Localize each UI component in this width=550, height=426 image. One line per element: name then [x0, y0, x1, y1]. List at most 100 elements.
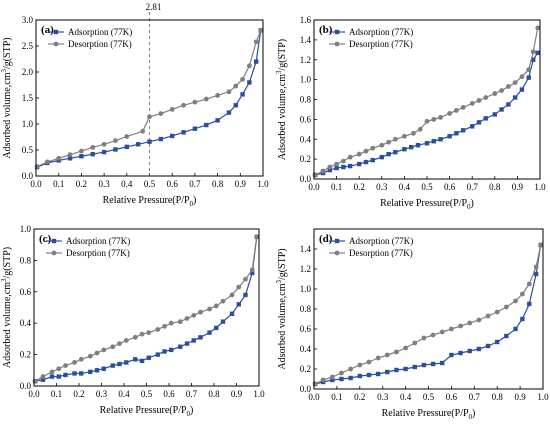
chart-d-point: [339, 370, 344, 376]
chart-c-x-tick-label: 0.6: [163, 389, 175, 399]
chart-b-y-tick-label: 0.4: [300, 134, 312, 144]
chart-a-point: [113, 138, 118, 144]
chart-d-plot-frame: [313, 228, 544, 390]
chart-d-point: [412, 340, 418, 346]
chart-d-x-tick-label: 0.7: [469, 392, 481, 402]
chart-d-legend-item: Adsorption (77K): [329, 236, 413, 246]
chart-d-point: [430, 332, 436, 338]
chart-a-point: [135, 142, 141, 147]
chart-c-point: [236, 284, 242, 290]
chart-d-legend-label: Desorption (77K): [349, 248, 413, 258]
chart-d-point: [476, 346, 482, 352]
chart-d-point: [357, 362, 363, 368]
chart-d-point: [485, 343, 491, 349]
chart-c-x-axis: 0.0 0.1 0.2 0.3 0.4 0.5 0.6 0.7 0.8 0.9 1.0: [28, 383, 265, 399]
chart-c-point: [220, 319, 226, 324]
chart-b-point: [447, 111, 452, 116]
chart-b-y-tick-label: 0.0: [300, 174, 312, 184]
chart-b-point: [492, 91, 498, 96]
chart-a-legend-item: Adsorption (77K): [48, 27, 132, 37]
chart-c-point: [139, 358, 145, 364]
chart-b-point: [379, 142, 385, 148]
chart-d-point: [513, 326, 518, 332]
chart-a-y-tick-label: 0.0: [22, 171, 34, 181]
chart-d-point: [394, 349, 399, 355]
chart-a-point: [140, 128, 146, 134]
chart-c-x-tick-label: 0.2: [73, 389, 84, 399]
chart-a-y-tick-label: 1.0: [22, 119, 34, 129]
chart-b-y-tick-label: 1.2: [300, 55, 311, 65]
chart-b-point: [483, 95, 489, 100]
chart-b-x-tick-label: 0.1: [331, 182, 342, 192]
chart-a-x-tick: 0.7: [189, 173, 201, 189]
chart-c-point: [207, 306, 212, 312]
chart-d-y-axis: 0.0 0.2 0.4 0.6 0.8 1.0 1.2 1.4: [300, 244, 317, 394]
chart-a-x-tick-label: 0.3: [98, 179, 110, 189]
chart-c-point: [139, 331, 145, 337]
chart-d-x-tick-label: 0.8: [492, 392, 504, 402]
chart-a-reference-label: 2.81: [146, 2, 162, 12]
chart-d-point: [485, 313, 491, 319]
chart-d-x-tick-label: 0.0: [308, 392, 320, 402]
chart-b-legend-item: Adsorption (77K): [329, 27, 413, 37]
chart-d-point: [449, 326, 454, 332]
chart-c-point: [155, 352, 160, 357]
chart-c-point: [229, 311, 235, 316]
chart-c-x-tick-label: 0.3: [96, 389, 108, 399]
chart-c-plot-frame: [33, 228, 260, 387]
chart-c-point: [63, 363, 68, 368]
chart-d-point: [526, 281, 532, 287]
chart-d-point: [538, 242, 544, 248]
chart-panel-c: 0.0 0.1 0.2 0.3 0.4 0.5 0.6 0.7 0.8 0.9 1.0 0.0 0.2 0…: [0, 213, 275, 426]
chart-d-x-tick: 0.6: [446, 386, 458, 402]
chart-c-panel-label: (c): [39, 233, 52, 245]
chart-c-y-tick-label: 0.4: [20, 318, 32, 328]
chart-a-legend-marker: [53, 41, 59, 47]
chart-b-point: [512, 80, 518, 86]
chart-d-x-tick-label: 0.4: [400, 392, 412, 402]
chart-d-point: [375, 371, 381, 377]
chart-d-point: [494, 309, 500, 315]
chart-b-legend: Adsorption (77K) Desorption (77K): [329, 27, 413, 49]
chart-a-x-tick: 0.2: [76, 173, 87, 189]
chart-b-point: [312, 172, 318, 178]
chart-b-point: [447, 134, 452, 139]
chart-a-point: [246, 63, 252, 69]
chart-a-x-tick-label: 0.9: [235, 179, 247, 189]
chart-d-point: [533, 264, 539, 270]
chart-d-point: [476, 317, 482, 323]
chart-d-point: [430, 361, 436, 367]
chart-b-x-tick-label: 0.2: [354, 182, 365, 192]
chart-d-point: [403, 345, 408, 351]
chart-a-point: [215, 118, 220, 123]
chart-c-point: [214, 325, 219, 331]
chart-b-point: [476, 120, 482, 125]
chart-b-point: [356, 151, 362, 157]
chart-a-point: [233, 83, 239, 89]
chart-d-point: [384, 352, 390, 358]
chart-c-point: [243, 276, 248, 282]
chart-d-point: [348, 375, 353, 381]
chart-d-x-tick: 0.3: [377, 386, 389, 402]
chart-c-point: [250, 270, 255, 276]
chart-d-y-tick-label: 0.6: [300, 324, 312, 334]
chart-d-point: [329, 374, 335, 380]
chart-c-x-tick-label: 0.9: [231, 389, 243, 399]
chart-c-point: [243, 292, 248, 298]
chart-a-point: [101, 149, 107, 155]
chart-d-legend-label: Adsorption (77K): [349, 236, 413, 246]
chart-a-legend: Adsorption (77K) Desorption (77K): [48, 27, 132, 49]
chart-d-point: [312, 381, 318, 387]
chart-d-x-tick-label: 0.1: [331, 392, 342, 402]
chart-c-point: [117, 361, 122, 367]
chart-d-y-tick-label: 1.2: [300, 264, 311, 274]
chart-a-point: [79, 154, 84, 159]
chart-c-point: [133, 357, 138, 362]
chart-a-point: [158, 111, 164, 116]
chart-b-point: [370, 157, 375, 163]
chart-a-point: [56, 155, 62, 161]
chart-b-point: [438, 137, 443, 142]
chart-c-x-tick: 0.8: [208, 383, 220, 399]
chart-a-x-tick-label: 1.0: [257, 179, 269, 189]
chart-d-x-tick: 0.7: [469, 386, 481, 402]
